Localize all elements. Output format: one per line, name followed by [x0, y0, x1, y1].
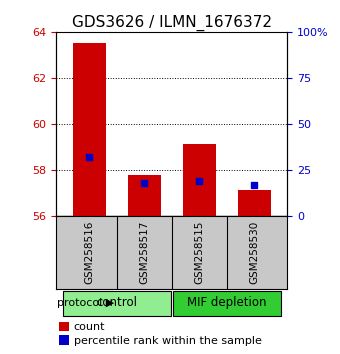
Text: protocol ▶: protocol ▶: [57, 298, 115, 308]
Legend: count, percentile rank within the sample: count, percentile rank within the sample: [59, 322, 262, 346]
Bar: [183, 144, 216, 216]
Bar: [73, 43, 106, 216]
Text: control: control: [96, 296, 137, 309]
Text: GSM258530: GSM258530: [249, 221, 259, 284]
Text: GSM258517: GSM258517: [139, 221, 149, 284]
Bar: [238, 190, 271, 216]
FancyBboxPatch shape: [173, 291, 281, 316]
Text: GSM258516: GSM258516: [84, 221, 94, 284]
Text: MIF depletion: MIF depletion: [187, 296, 267, 309]
Bar: [128, 176, 161, 216]
Text: GSM258515: GSM258515: [194, 221, 204, 284]
FancyBboxPatch shape: [63, 291, 171, 316]
Title: GDS3626 / ILMN_1676372: GDS3626 / ILMN_1676372: [72, 14, 272, 30]
